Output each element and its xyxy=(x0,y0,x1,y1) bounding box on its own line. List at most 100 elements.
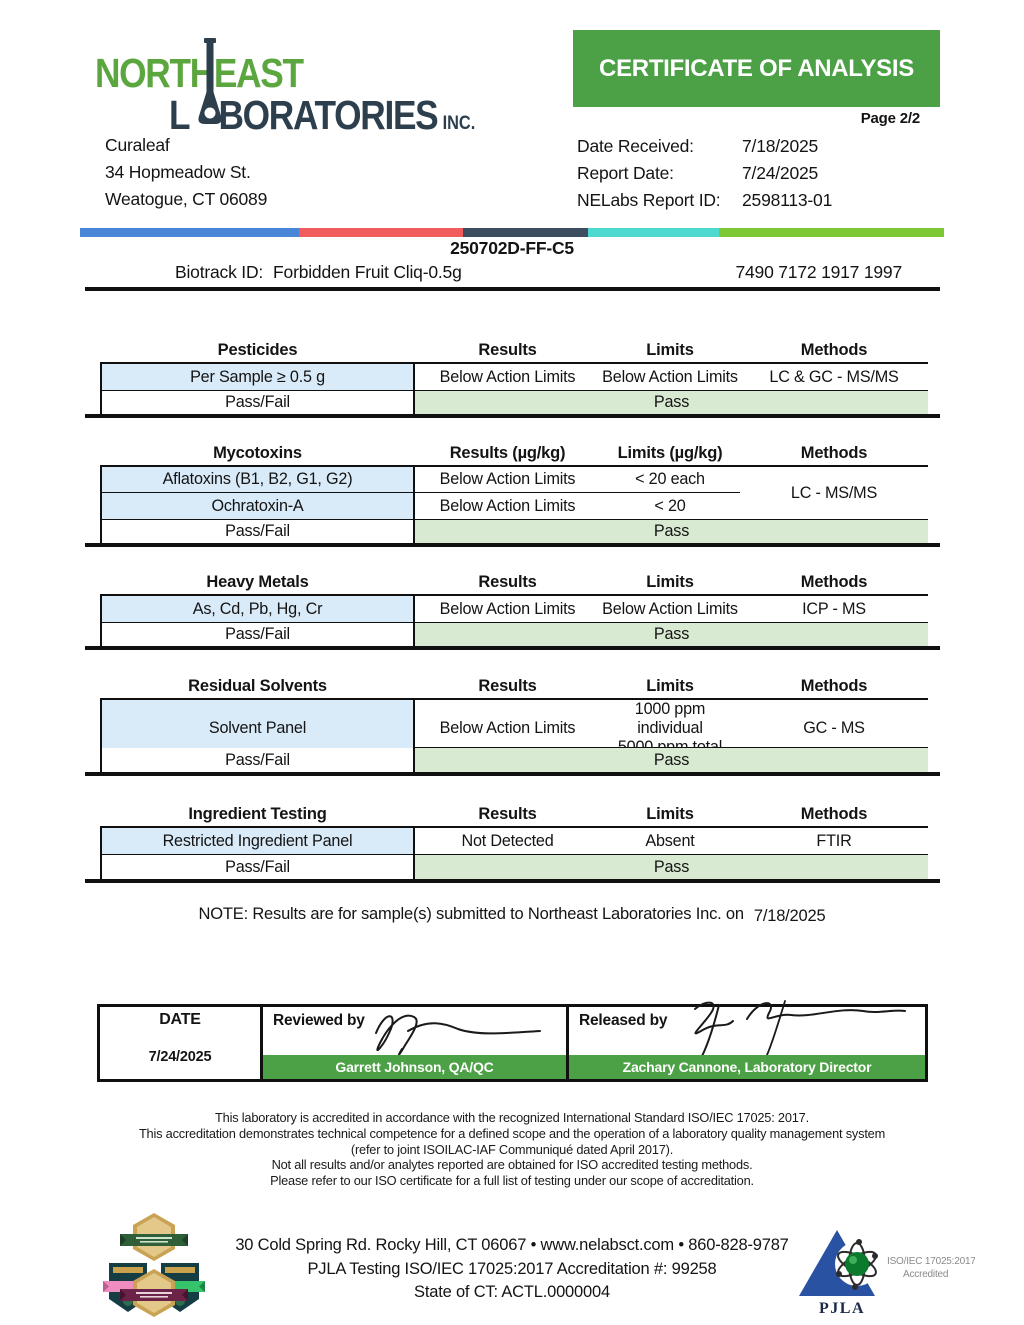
pesticides-header: Pesticides Results Limits Methods xyxy=(100,338,928,364)
ingredient-testing-title: Ingredient Testing xyxy=(188,804,327,823)
client-address1: 34 Hopmeadow St. xyxy=(105,162,251,182)
sample-id: 250702D-FF-C5 xyxy=(450,238,574,258)
report-meta: Date Received: 7/18/2025 Report Date: 7/24… xyxy=(577,133,832,214)
pass-badge: Pass xyxy=(415,520,928,543)
color-divider-bar xyxy=(80,228,944,237)
mycotoxins-table: Mycotoxins Results (µg/kg) Limits (µg/kg… xyxy=(85,441,940,547)
page-number: Page 2/2 xyxy=(860,110,920,127)
pjla-wordmark: PJLA xyxy=(819,1300,865,1317)
col-methods: Methods xyxy=(800,676,868,695)
passfail-row: Pass/Fail Pass xyxy=(100,748,928,772)
bar-segment-teal xyxy=(588,228,719,237)
pjla-iso-text: ISO/IEC 17025:2017 xyxy=(887,1256,975,1267)
col-methods: Methods xyxy=(800,340,868,359)
col-methods: Methods xyxy=(800,804,868,823)
released-cell: Released by Zachary Cannone, Laboratory … xyxy=(569,1000,925,1079)
pass-badge: Pass xyxy=(415,623,928,646)
col-results: Results xyxy=(478,340,537,359)
merged-method-cell: LC - MS/MS xyxy=(790,483,878,502)
table-row: Per Sample ≥ 0.5 g Below Action Limits B… xyxy=(100,364,928,391)
ingredient-testing-table: Ingredient Testing Results Limits Method… xyxy=(85,802,940,883)
client-address-block: Curaleaf 34 Hopmeadow St. Weatogue, CT 0… xyxy=(105,132,267,213)
date-received-label: Date Received: xyxy=(577,136,694,156)
pjla-logo: PJLA ISO/IEC 17025:2017 Accredited xyxy=(799,1230,975,1317)
pass-badge: Pass xyxy=(415,748,928,772)
col-limits: Limits xyxy=(646,804,694,823)
reviewed-by-label: Reviewed by xyxy=(273,1012,365,1029)
table-bottom-line xyxy=(85,879,940,883)
report-date-row: Report Date: 7/24/2025 xyxy=(577,160,832,187)
passfail-row: Pass/Fail Pass xyxy=(100,520,928,543)
released-by-label: Released by xyxy=(579,1012,668,1029)
mycotoxins-body: Aflatoxins (B1, B2, G1, G2) Below Action… xyxy=(100,467,928,520)
table-bottom-line xyxy=(85,414,940,418)
client-address2: Weatogue, CT 06089 xyxy=(105,189,268,209)
heavy-metals-header: Heavy Metals Results Limits Methods xyxy=(100,570,928,596)
pass-badge: Pass xyxy=(415,855,928,879)
residual-solvents-title: Residual Solvents xyxy=(188,676,327,695)
date-received-value: 7/18/2025 xyxy=(742,136,819,156)
biotrack-label: Biotrack ID: xyxy=(175,262,264,282)
note-line: NOTE: Results are for sample(s) submitte… xyxy=(198,905,826,925)
reviewed-cell: Reviewed by Garrett Johnson, QA/QC xyxy=(263,1007,569,1079)
col-results: Results xyxy=(478,572,537,591)
report-id-row: NELabs Report ID: 2598113-01 xyxy=(577,187,832,214)
logo-line1: NORTHEAST xyxy=(95,50,304,96)
col-limits: Limits xyxy=(646,676,694,695)
col-results: Results (µg/kg) xyxy=(449,443,566,462)
residual-solvents-table: Residual Solvents Results Limits Methods… xyxy=(85,674,940,776)
reviewer-name-bar: Garrett Johnson, QA/QC xyxy=(263,1055,566,1079)
col-results: Results xyxy=(478,676,537,695)
emerald-test-badges xyxy=(103,1213,205,1317)
logo-inc: INC. xyxy=(442,113,476,134)
residual-solvents-header: Residual Solvents Results Limits Methods xyxy=(100,674,928,700)
pass-badge: Pass xyxy=(415,391,928,414)
biotrack-value: Forbidden Fruit Cliq-0.5g xyxy=(273,262,462,282)
flask-icon xyxy=(198,38,222,124)
note-date: 7/18/2025 xyxy=(753,907,826,925)
certificate-title-banner: CERTIFICATE OF ANALYSIS xyxy=(573,30,940,107)
heavy-metals-table: Heavy Metals Results Limits Methods As, … xyxy=(85,570,940,650)
signoff-date-cell: DATE 7/24/2025 xyxy=(100,1007,263,1079)
report-id-value: 2598113-01 xyxy=(742,190,833,210)
footer-state-line: State of CT: ACTL.0000004 xyxy=(414,1283,610,1301)
table-bottom-line xyxy=(85,646,940,650)
bar-segment-red xyxy=(299,228,463,237)
date-value: 7/24/2025 xyxy=(148,1049,212,1065)
table-bottom-line xyxy=(85,543,940,547)
table-bottom-line xyxy=(85,772,940,776)
director-name-bar: Zachary Cannone, Laboratory Director xyxy=(569,1055,925,1079)
biotrack-code: 7490 7172 1917 1997 xyxy=(735,262,902,282)
table-row: Restricted Ingredient Panel Not Detected… xyxy=(100,828,928,855)
ingredient-testing-header: Ingredient Testing Results Limits Method… xyxy=(100,802,928,828)
date-header: DATE xyxy=(159,1011,201,1028)
pesticides-table: Pesticides Results Limits Methods Per Sa… xyxy=(85,338,940,418)
report-date-label: Report Date: xyxy=(577,163,674,183)
pesticides-title: Pesticides xyxy=(217,340,298,359)
col-results: Results xyxy=(478,804,537,823)
col-limits: Limits xyxy=(646,340,694,359)
heavy-metals-title: Heavy Metals xyxy=(206,572,309,591)
passfail-row: Pass/Fail Pass xyxy=(100,623,928,646)
certificate-title: CERTIFICATE OF ANALYSIS xyxy=(599,54,914,82)
reviewer-signature xyxy=(375,1014,541,1056)
accreditation-text: This laboratory is accredited in accorda… xyxy=(138,1110,886,1189)
divider-line xyxy=(85,287,940,291)
bar-segment-blue xyxy=(80,228,299,237)
passfail-row: Pass/Fail Pass xyxy=(100,391,928,414)
mycotoxins-title: Mycotoxins xyxy=(213,443,302,462)
col-methods: Methods xyxy=(800,443,868,462)
northeast-laboratories-logo: NORTHEAST L BORATORIES INC. xyxy=(95,36,495,138)
logo-line2: L BORATORIES INC. xyxy=(169,92,476,138)
col-limits: Limits (µg/kg) xyxy=(617,443,723,462)
table-row: Solvent Panel Below Action Limits 1000 p… xyxy=(100,700,928,757)
footer-contact: 30 Cold Spring Rd. Rocky Hill, CT 06067 … xyxy=(227,1234,797,1305)
biotrack-row: Biotrack ID: Forbidden Fruit Cliq-0.5g xyxy=(175,262,462,283)
client-name: Curaleaf xyxy=(105,135,170,155)
date-received-row: Date Received: 7/18/2025 xyxy=(577,133,832,160)
col-limits: Limits xyxy=(646,572,694,591)
report-date-value: 7/24/2025 xyxy=(742,163,819,183)
report-id-label: NELabs Report ID: xyxy=(577,190,721,210)
signoff-block: DATE 7/24/2025 Reviewed by Garrett Johns… xyxy=(97,1000,928,1082)
